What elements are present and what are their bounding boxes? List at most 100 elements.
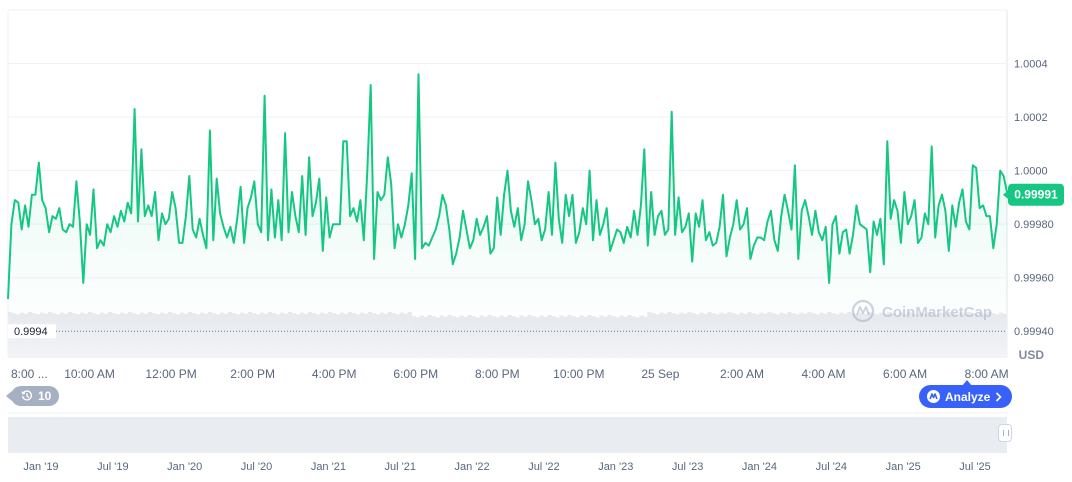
volume-bar [539, 315, 544, 358]
volume-bar [175, 314, 181, 358]
volume-bar [843, 313, 848, 358]
volume-bar [383, 313, 389, 358]
volume-bar [639, 315, 644, 358]
volume-bar [659, 312, 664, 358]
volume-bar [583, 316, 588, 358]
volume-bar [755, 314, 760, 358]
volume-bar [891, 313, 896, 358]
volume-bar [191, 313, 197, 358]
volume-bar [295, 314, 301, 358]
volume-bar [223, 313, 229, 358]
navigator-date-labels: Jan '19 Jul '19 Jan '20 Jul '20 Jan '21 Jul '… [23, 461, 990, 473]
volume-bar [215, 314, 221, 358]
history-badge-count: 10 [38, 389, 52, 403]
volume-bar [279, 312, 285, 358]
volume-bar [803, 313, 808, 358]
volume-bar [203, 313, 209, 358]
navigator-track[interactable] [8, 417, 1007, 453]
volume-bar [351, 313, 357, 358]
volume-bar [343, 313, 349, 358]
volume-bar [439, 315, 444, 358]
navigator-date-label: Jan '24 [742, 461, 777, 473]
x-tick-label: 2:00 AM [720, 367, 764, 381]
volume-bar [255, 314, 261, 358]
volume-bar [139, 312, 145, 358]
volume-bar [163, 313, 169, 358]
volume-bar [499, 315, 504, 358]
volume-bar [767, 312, 772, 358]
volume-bar [431, 316, 436, 358]
volume-bar [375, 314, 381, 358]
volume-bar [579, 315, 584, 358]
volume-bar [731, 313, 736, 358]
volume-bar [183, 313, 189, 358]
volume-bar [467, 315, 472, 358]
volume-bar [983, 313, 988, 358]
volume-bar [571, 316, 576, 358]
volume-bar [487, 315, 492, 358]
history-badge[interactable]: 10 [5, 386, 60, 406]
volume-bar [907, 312, 912, 358]
volume-bar [971, 313, 976, 358]
volume-bar [859, 312, 864, 358]
min-price-label: 0.9994 [8, 324, 56, 339]
navigator-date-label: Jan '23 [598, 461, 633, 473]
volume-bar [67, 312, 73, 358]
volume-bar [527, 315, 532, 358]
volume-bar [839, 312, 844, 358]
volume-bar [727, 312, 732, 358]
volume-bar [131, 313, 137, 358]
volume-bar [735, 314, 740, 358]
volume-bar [331, 313, 337, 358]
volume-bar [771, 313, 776, 358]
volume-bar [91, 313, 97, 358]
volume-bar [723, 313, 728, 358]
volume-bar [523, 316, 528, 358]
volume-bar [619, 315, 624, 358]
volume-bar [111, 313, 117, 358]
volume-bar [459, 315, 464, 358]
volume-bar [207, 312, 213, 358]
y-tick-label: 0.99940 [1014, 326, 1054, 338]
navigator-scroll-handle[interactable] [998, 424, 1012, 442]
volume-bar [927, 312, 932, 358]
volume-bar [831, 313, 836, 358]
volume-bar [875, 314, 880, 358]
volume-bar [531, 316, 536, 358]
volume-bar [367, 312, 373, 358]
navigator-date-label: Jan '19 [23, 461, 58, 473]
volume-bar [95, 314, 101, 358]
volume-bar [235, 314, 241, 358]
volume-bar [171, 313, 177, 358]
volume-bar [835, 314, 840, 358]
volume-bar [943, 313, 948, 358]
volume-bar [231, 313, 237, 358]
volume-bar [443, 316, 448, 358]
volume-bar [559, 315, 564, 358]
volume-bar [987, 312, 992, 358]
x-axis-labels: 8:00 ... 10:00 AM 12:00 PM 2:00 PM 4:00 PM 6:… [11, 367, 1009, 381]
volume-bar [599, 315, 604, 358]
volume-bar [679, 312, 684, 358]
volume-bar [379, 312, 385, 358]
x-tick-label: 4:00 AM [801, 367, 845, 381]
volume-bar [227, 312, 233, 358]
volume-bar [251, 313, 257, 358]
volume-bar [259, 312, 265, 358]
analyze-button[interactable]: Analyze [919, 380, 1013, 408]
volume-bar [455, 317, 460, 358]
volume-bar [451, 316, 456, 358]
volume-bar [199, 312, 205, 358]
volume-bar [991, 313, 996, 358]
x-tick-label: 10:00 PM [553, 367, 604, 381]
volume-bar [791, 313, 796, 358]
volume-bar [607, 315, 612, 358]
current-price-tag: 0.99991 [1003, 183, 1064, 206]
volume-bar [515, 317, 520, 358]
volume-bar [923, 313, 928, 358]
x-tick-label: 8:00 AM [965, 367, 1009, 381]
volume-bar [79, 312, 85, 358]
volume-bar [819, 312, 824, 358]
volume-bar [219, 312, 225, 358]
